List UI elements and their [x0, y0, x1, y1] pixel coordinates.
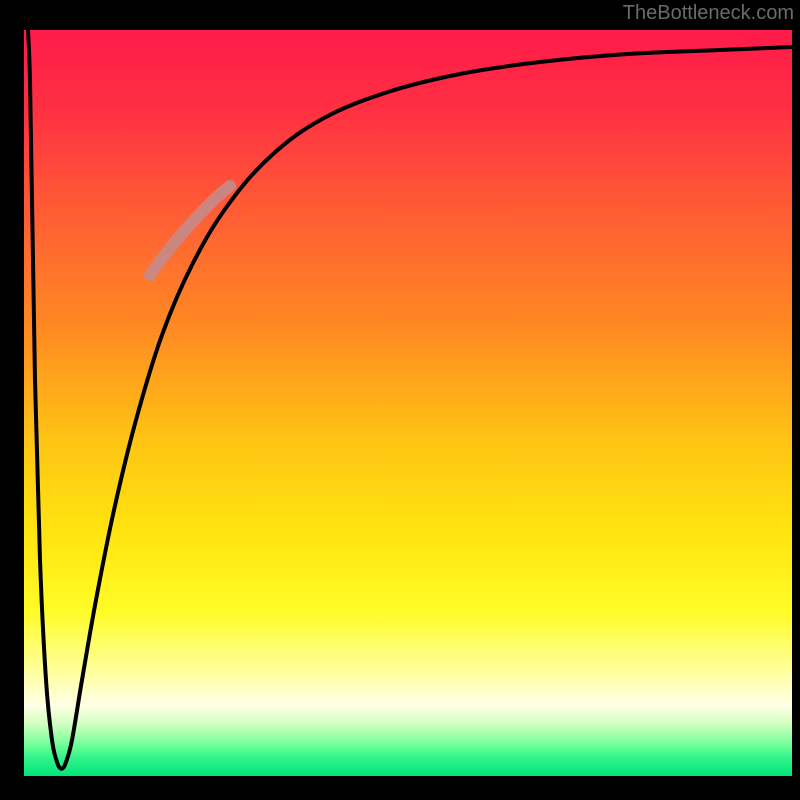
watermark-text: TheBottleneck.com — [623, 2, 794, 25]
chart-container: TheBottleneck.com — [0, 0, 800, 800]
bottleneck-chart — [0, 0, 800, 800]
